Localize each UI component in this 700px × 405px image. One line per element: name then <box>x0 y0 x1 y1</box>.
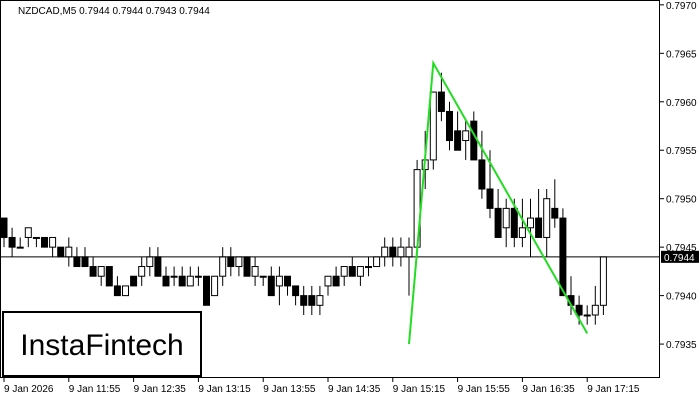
x-tick-label: 9 Jan 12:35 <box>134 384 187 395</box>
candle-body <box>178 275 186 287</box>
candle-body <box>16 246 24 249</box>
candle-body <box>146 256 154 268</box>
candle-body <box>41 236 48 248</box>
candle-body <box>397 246 405 258</box>
x-tick-label: 9 Jan 15:15 <box>393 384 446 395</box>
x-tick-label: 9 Jan 16:35 <box>522 384 575 395</box>
y-tick-label: 0.7960 <box>666 98 697 109</box>
candle-body <box>162 275 170 287</box>
candle-body <box>381 246 389 258</box>
x-tick-label: 9 Jan 14:35 <box>328 384 381 395</box>
candle-body <box>518 227 526 238</box>
candle-body <box>8 236 16 248</box>
candle-body <box>454 130 462 151</box>
candle-body <box>340 266 348 277</box>
candle-body <box>154 256 162 277</box>
current-price-box <box>661 250 699 263</box>
candle-body <box>462 130 470 142</box>
candle-body <box>73 256 81 268</box>
current-price-label: 0.7944 <box>664 253 695 264</box>
candle-body <box>510 207 518 238</box>
candle-body <box>583 314 591 317</box>
candle-body <box>49 236 57 248</box>
candle-body <box>324 275 332 287</box>
candle-body <box>316 295 324 306</box>
candle-body <box>81 256 89 268</box>
candle-body <box>373 256 381 268</box>
candle-body <box>57 246 65 258</box>
candle-body <box>65 246 73 258</box>
x-tick-label: 9 Jan 11:55 <box>69 384 121 395</box>
candle-body <box>130 275 138 287</box>
candle-body <box>138 266 146 277</box>
candle-body <box>243 256 251 277</box>
candle-body <box>543 198 551 238</box>
x-tick-label: 9 Jan 13:55 <box>263 384 316 395</box>
candle-body <box>186 275 194 287</box>
candle-body <box>470 120 478 161</box>
candle-body <box>429 91 437 161</box>
candle-body <box>535 217 543 238</box>
candle-body <box>194 275 202 278</box>
candle-body <box>332 275 340 287</box>
logo: InstaFintech <box>20 329 183 362</box>
candle-body <box>356 266 364 277</box>
candle-body <box>259 275 267 278</box>
x-tick-label: 9 Jan 13:15 <box>198 384 251 395</box>
candle-body <box>235 256 243 268</box>
y-tick-label: 0.7950 <box>666 195 697 206</box>
x-tick-label: 9 Jan 17:15 <box>587 384 640 395</box>
candle-body <box>486 188 494 209</box>
candle-body <box>219 256 227 277</box>
x-tick-label: 9 Jan 2026 <box>4 384 54 395</box>
candle-body <box>446 110 453 142</box>
candle-body <box>599 256 607 306</box>
y-tick-label: 0.7945 <box>666 243 697 254</box>
candle-body <box>292 285 300 297</box>
candle-body <box>105 266 113 287</box>
y-tick-label: 0.7955 <box>666 146 697 157</box>
candle-body <box>591 304 599 316</box>
candle-body <box>227 256 235 268</box>
candle-body <box>348 266 356 277</box>
candle-body <box>437 91 445 112</box>
candle-body <box>211 275 219 297</box>
candle-body <box>575 304 583 316</box>
candle-body <box>494 207 502 238</box>
candle-body <box>251 266 259 277</box>
y-tick-label: 0.7965 <box>666 49 697 60</box>
candle-body <box>32 236 40 239</box>
candle-body <box>122 285 129 297</box>
candle-body <box>267 275 275 297</box>
pattern-line <box>408 59 589 345</box>
candle-body <box>389 246 397 258</box>
y-tick-label: 0.7935 <box>666 340 697 351</box>
candle-body <box>308 295 316 306</box>
candle-body <box>502 207 510 229</box>
candle-body <box>113 285 121 297</box>
candle-body <box>89 266 97 277</box>
y-tick-label: 0.7970 <box>666 1 697 12</box>
candle-body <box>0 217 8 238</box>
candle-body <box>24 227 32 238</box>
logo-box <box>2 311 202 377</box>
y-tick-label: 0.7940 <box>666 292 697 303</box>
candle-body <box>97 266 105 277</box>
candle-body <box>170 275 178 278</box>
candle-body <box>551 207 559 219</box>
candle-body <box>365 266 372 269</box>
candle-body <box>478 159 486 190</box>
chart-title: NZDCAD,M5 0.7944 0.7944 0.7943 0.7944 <box>18 6 210 17</box>
candle-body <box>527 217 534 229</box>
candle-body <box>405 246 413 258</box>
candle-body <box>300 295 308 306</box>
candle-body <box>203 275 210 306</box>
x-tick-label: 9 Jan 15:55 <box>458 384 511 395</box>
candle-body <box>284 275 291 287</box>
candle-body <box>275 275 283 287</box>
